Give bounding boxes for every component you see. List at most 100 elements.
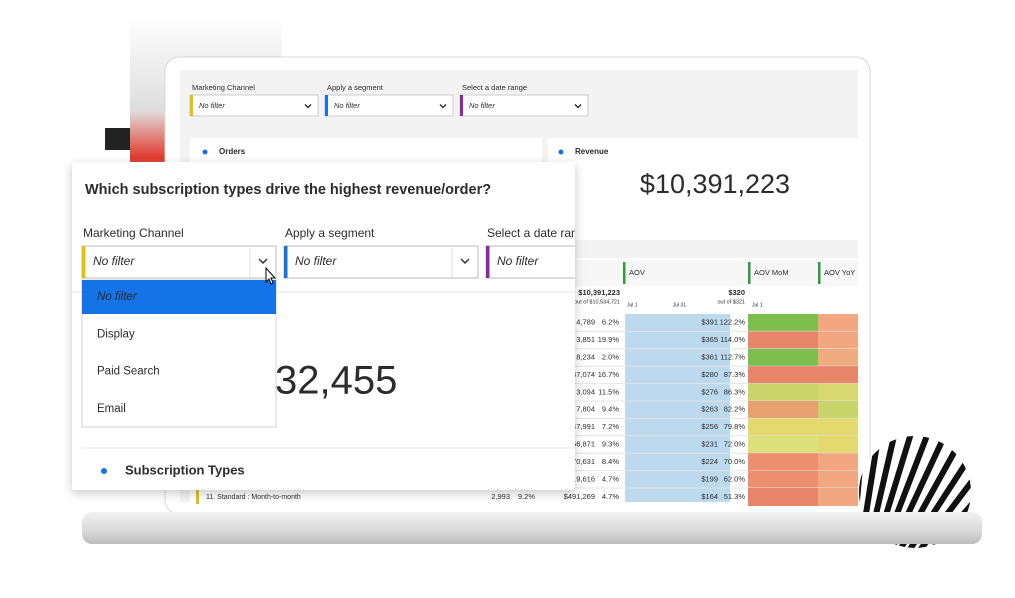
heat-cell bbox=[818, 348, 858, 367]
chevron bbox=[258, 258, 268, 265]
cell: 11.5% bbox=[598, 387, 619, 396]
heat-cell bbox=[818, 331, 858, 349]
menu-item-selected[interactable] bbox=[82, 280, 276, 314]
cell: 7,804 bbox=[576, 405, 595, 414]
cell: 122.2% bbox=[720, 318, 746, 327]
heat-cell bbox=[748, 488, 818, 506]
cell: $199 bbox=[701, 474, 718, 483]
section-title: Subscription Types bbox=[125, 462, 245, 477]
cell: $361 bbox=[701, 352, 718, 361]
cell: 4.7% bbox=[602, 492, 619, 501]
heat-cell bbox=[748, 348, 818, 367]
cell: 2.0% bbox=[602, 352, 619, 361]
cell: $391 bbox=[701, 318, 718, 327]
revenue-value: $10,391,223 bbox=[640, 169, 790, 199]
heat-cell bbox=[748, 331, 818, 349]
cell: 19.9% bbox=[598, 335, 620, 344]
dropdown-value: No filter bbox=[93, 254, 135, 268]
cell: $256 bbox=[701, 422, 718, 431]
menu-item[interactable]: Paid Search bbox=[97, 366, 160, 378]
dropdown-value: No filter bbox=[199, 101, 225, 110]
panel-title: Revenue bbox=[575, 147, 609, 156]
cell: 114.0% bbox=[720, 335, 745, 344]
chevron bbox=[439, 103, 447, 109]
cell: 56,871 bbox=[572, 439, 595, 448]
cell: $280 bbox=[701, 370, 718, 379]
cell: $231 bbox=[701, 439, 718, 448]
cell: $276 bbox=[701, 387, 718, 396]
dropdown-value: No filter bbox=[469, 101, 495, 110]
heat-cell bbox=[748, 470, 818, 488]
heat-cell bbox=[748, 366, 818, 384]
dropdown-value: No filter bbox=[334, 101, 360, 110]
cell: 112.7% bbox=[720, 352, 745, 361]
cell: 9.4% bbox=[602, 405, 619, 414]
column-accent bbox=[748, 262, 751, 284]
dropdown-accent bbox=[82, 246, 86, 278]
filter-label: Apply a segment bbox=[285, 226, 375, 240]
arrow: Jul 1 bbox=[627, 302, 638, 308]
dropdown[interactable] bbox=[81, 245, 277, 279]
heat-cell bbox=[748, 383, 818, 401]
cursor bbox=[265, 266, 277, 285]
chevron bbox=[460, 258, 470, 265]
panel-title: Orders bbox=[219, 147, 246, 156]
total-of: out of $321 bbox=[717, 299, 745, 305]
heat-cell bbox=[818, 314, 858, 332]
cell: 9.2% bbox=[518, 492, 535, 501]
column-accent bbox=[623, 262, 626, 284]
column-header: AOV bbox=[629, 268, 645, 277]
lock-icon bbox=[202, 149, 208, 155]
heat-cell bbox=[818, 453, 858, 471]
chevron bbox=[574, 103, 582, 109]
cell: 11. Standard : Month-to-month bbox=[206, 494, 301, 501]
column-accent bbox=[818, 262, 821, 284]
dropdown-value: No filter bbox=[295, 254, 337, 268]
menu-item[interactable]: No filter bbox=[97, 291, 138, 303]
cell: 3,851 bbox=[576, 335, 595, 344]
cell: 70,631 bbox=[572, 457, 595, 466]
cell: 79.8% bbox=[724, 422, 746, 431]
cell: 9.3% bbox=[602, 439, 619, 448]
dropdown-accent bbox=[284, 246, 288, 278]
filter-label: Select a date range bbox=[487, 226, 591, 240]
column-header: AOV YoY bbox=[824, 268, 855, 277]
cell: 72.0% bbox=[724, 439, 746, 448]
menu-item[interactable]: Display bbox=[97, 328, 135, 340]
decor-black bbox=[105, 128, 130, 150]
filter-label: Marketing Channel bbox=[192, 83, 255, 92]
heat-cell bbox=[748, 453, 818, 471]
panel bbox=[548, 138, 858, 240]
menu-item[interactable]: Email bbox=[97, 403, 126, 415]
row-accent bbox=[196, 490, 199, 504]
bullet bbox=[101, 468, 107, 474]
lock-icon bbox=[558, 149, 564, 155]
cell: 3,094 bbox=[576, 387, 595, 396]
dropdown-accent bbox=[190, 95, 193, 116]
laptop-base bbox=[82, 512, 982, 544]
cell: $164 bbox=[701, 492, 718, 501]
cell: 51.3% bbox=[724, 492, 746, 501]
heat-cell bbox=[748, 314, 818, 332]
heat-cell bbox=[818, 366, 858, 384]
cell: 8,234 bbox=[576, 352, 595, 361]
column-header: AOV MoM bbox=[754, 268, 789, 277]
dropdown-accent bbox=[325, 95, 328, 116]
total: $320 bbox=[728, 288, 745, 297]
cell: 16.7% bbox=[598, 370, 620, 379]
heat-cell bbox=[818, 488, 858, 506]
total-of: out of $10,534,721 bbox=[574, 299, 620, 305]
cell: 19,616 bbox=[572, 474, 595, 483]
date: Jul 31 bbox=[673, 302, 687, 308]
filter-label: Apply a segment bbox=[327, 83, 384, 92]
heat-cell bbox=[818, 383, 858, 401]
cell: 70.0% bbox=[724, 457, 746, 466]
cell: 8.4% bbox=[602, 457, 619, 466]
cell: $491,269 bbox=[564, 492, 595, 501]
heat-cell bbox=[818, 418, 858, 436]
cell: 7.2% bbox=[602, 422, 619, 431]
heat-cell bbox=[748, 418, 818, 436]
cell: 47,991 bbox=[572, 422, 595, 431]
heat-cell bbox=[748, 435, 818, 454]
